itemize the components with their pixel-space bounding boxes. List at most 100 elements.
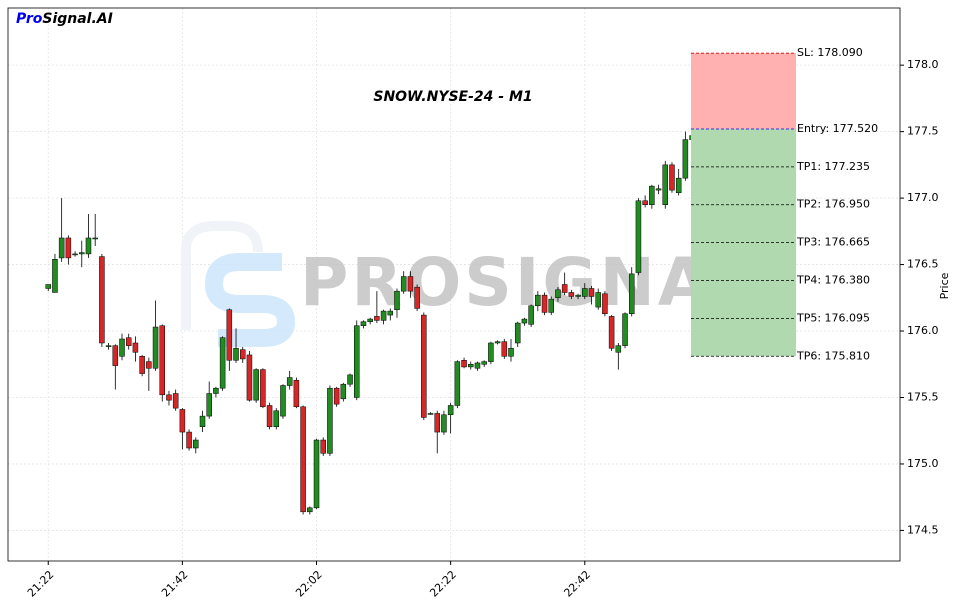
candle-body xyxy=(58,237,65,259)
candle-body xyxy=(380,310,387,321)
plot-frame xyxy=(7,7,901,562)
candle-body xyxy=(400,276,407,292)
candle-body xyxy=(488,342,494,362)
candle-body xyxy=(655,188,662,191)
candle-body xyxy=(293,379,300,408)
candle-body xyxy=(447,405,454,416)
candle-body xyxy=(125,337,132,346)
candle-body xyxy=(45,284,51,289)
candle-body xyxy=(253,369,259,401)
candle-body xyxy=(139,356,145,374)
candle-body xyxy=(213,387,219,394)
candle-body xyxy=(548,298,554,313)
candle-body xyxy=(132,342,139,353)
candle-body xyxy=(313,439,320,509)
candle-body xyxy=(414,286,420,309)
candle-body xyxy=(186,431,192,449)
candle-body xyxy=(561,284,568,293)
candle-body xyxy=(280,385,286,417)
candle-body xyxy=(649,185,655,205)
candle-body xyxy=(72,253,78,256)
y-tick-label: 175.5 xyxy=(907,390,939,403)
y-tick-label: 176.0 xyxy=(907,324,939,337)
chart-title: SNOW.NYSE-24 - M1 xyxy=(373,89,532,105)
brand-suffix: Signal.AI xyxy=(42,11,112,27)
candle-body xyxy=(481,361,487,365)
level-label: TP4: 176.380 xyxy=(796,274,870,287)
level-label: TP5: 176.095 xyxy=(796,311,870,324)
y-tick-label: 177.0 xyxy=(907,191,939,204)
candle-body xyxy=(307,507,313,513)
candle-body xyxy=(521,318,528,324)
candle-body xyxy=(226,309,233,361)
y-tick-label: 176.5 xyxy=(907,258,939,271)
candle-body xyxy=(172,393,179,409)
candle-body xyxy=(628,273,635,314)
candle-body xyxy=(92,237,98,240)
candle-body xyxy=(340,383,347,400)
candle-body xyxy=(246,354,253,401)
candle-body xyxy=(159,325,166,396)
candle-body xyxy=(360,321,367,326)
candle-body xyxy=(528,305,534,325)
candle-body xyxy=(387,310,394,316)
candle-body xyxy=(541,294,548,313)
candle-body xyxy=(260,369,266,408)
y-tick-label: 177.5 xyxy=(907,125,939,138)
candle-body xyxy=(166,394,172,401)
y-axis-label: Price xyxy=(938,272,951,299)
candle-body xyxy=(682,139,689,179)
candle-body xyxy=(494,341,501,344)
candle-body xyxy=(233,348,239,361)
candle-body xyxy=(555,289,561,299)
candle-body xyxy=(327,387,333,454)
candle-body xyxy=(595,292,601,308)
candle-body xyxy=(407,276,414,292)
candle-body xyxy=(441,414,447,433)
candle-body xyxy=(79,252,85,255)
candle-body xyxy=(454,361,461,406)
candle-body xyxy=(199,415,206,427)
candle-body xyxy=(662,164,669,205)
logo-s xyxy=(204,253,296,347)
level-label: TP1: 177.235 xyxy=(796,160,870,173)
candle-body xyxy=(85,237,92,255)
candle-body xyxy=(119,338,125,357)
candle-body xyxy=(347,374,353,385)
candle-body xyxy=(99,256,105,344)
candle-body xyxy=(206,393,212,417)
candle-body xyxy=(615,345,622,353)
candle-body xyxy=(300,406,306,513)
candle-body xyxy=(105,345,112,347)
level-label: SL: 178.090 xyxy=(797,46,863,59)
candle-body xyxy=(65,237,72,259)
level-label: TP3: 176.665 xyxy=(796,236,870,249)
candle-body xyxy=(152,326,159,369)
plot-layer: SL: 178.090 Entry: 177.520 TP1: 177.235 TP2… xyxy=(45,46,878,515)
candle-body xyxy=(394,290,400,311)
candle-body xyxy=(266,405,273,427)
candle-body xyxy=(421,314,427,418)
candle-body xyxy=(642,200,648,205)
candle-body xyxy=(219,337,226,389)
candle-body xyxy=(52,258,58,293)
candle-body xyxy=(468,364,474,368)
candle-body xyxy=(273,410,280,427)
candle-body xyxy=(320,439,326,454)
candle-body xyxy=(602,293,608,314)
candle-body xyxy=(588,288,595,297)
y-tick-label: 174.5 xyxy=(907,523,939,536)
candle-body xyxy=(193,439,199,449)
sl-zone xyxy=(691,53,796,129)
candle-body xyxy=(514,322,521,344)
candle-body xyxy=(622,313,628,346)
candle-body xyxy=(146,361,152,369)
brand: ProSignal.AI xyxy=(16,11,113,27)
level-label: TP6: 175.810 xyxy=(796,349,870,362)
candle-body xyxy=(367,318,373,322)
candle-body xyxy=(608,316,615,349)
candle-body xyxy=(461,360,467,368)
level-label: Entry: 177.520 xyxy=(797,122,878,135)
level-label: TP2: 176.950 xyxy=(796,198,870,211)
